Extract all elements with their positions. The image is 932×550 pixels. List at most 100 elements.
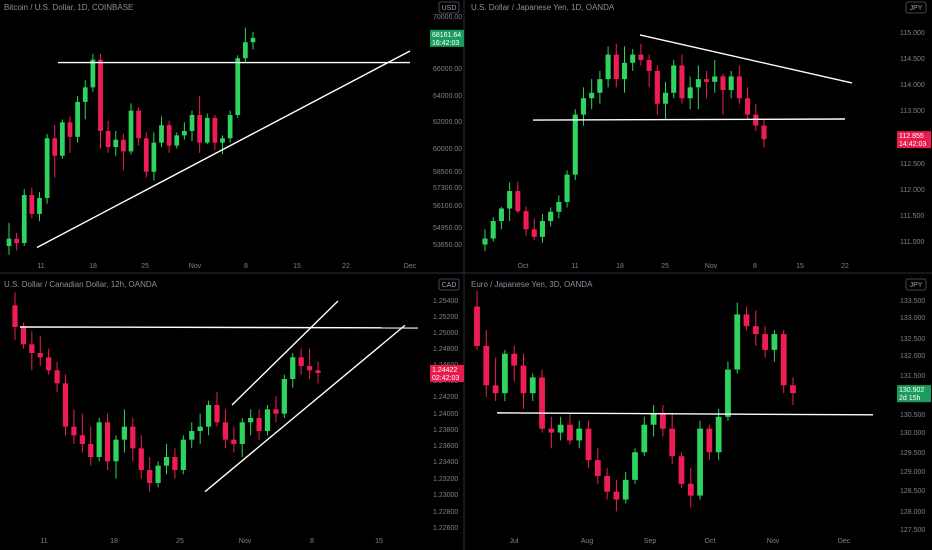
candle-up[interactable] — [564, 174, 570, 202]
candle-up[interactable] — [6, 238, 12, 246]
candle-down[interactable] — [136, 110, 141, 139]
candle-up[interactable] — [728, 76, 734, 91]
candle-down[interactable] — [105, 131, 111, 148]
candle-down[interactable] — [67, 122, 73, 137]
candle-up[interactable] — [687, 87, 693, 99]
candle-down[interactable] — [273, 409, 279, 414]
candle-down[interactable] — [669, 428, 676, 457]
candle-up[interactable] — [189, 431, 195, 440]
candle-up[interactable] — [507, 191, 513, 209]
candle-down[interactable] — [14, 238, 19, 244]
candle-up[interactable] — [572, 114, 578, 175]
trendline-support[interactable] — [532, 118, 846, 121]
candle-down[interactable] — [12, 305, 18, 327]
candle-down[interactable] — [138, 448, 144, 470]
candle-up[interactable] — [557, 424, 564, 433]
trendline-horizontal[interactable] — [496, 412, 874, 416]
candle-down[interactable] — [231, 439, 237, 444]
candle-down[interactable] — [104, 422, 111, 462]
candle-up[interactable] — [630, 54, 636, 63]
candle-down[interactable] — [515, 191, 521, 212]
candle-down[interactable] — [306, 366, 313, 371]
candle-down[interactable] — [753, 114, 759, 126]
candle-down[interactable] — [745, 98, 751, 115]
candle-up[interactable] — [227, 114, 233, 139]
candle-down[interactable] — [298, 357, 304, 366]
candle-down[interactable] — [762, 334, 768, 350]
candle-up[interactable] — [695, 79, 701, 88]
candle-up[interactable] — [662, 92, 669, 104]
candle-up[interactable] — [60, 122, 65, 156]
candle-up[interactable] — [290, 357, 296, 379]
candle-down[interactable] — [62, 383, 69, 427]
candle-down[interactable] — [736, 76, 742, 99]
candle-down[interactable] — [706, 428, 713, 453]
candle-up[interactable] — [712, 76, 718, 82]
candle-up[interactable] — [650, 412, 657, 425]
candle-down[interactable] — [704, 79, 710, 82]
candle-down[interactable] — [594, 460, 601, 476]
candle-up[interactable] — [220, 138, 225, 143]
candle-up[interactable] — [556, 201, 562, 212]
candle-up[interactable] — [771, 334, 778, 350]
candle-up[interactable] — [163, 457, 170, 466]
candle-down[interactable] — [567, 424, 573, 441]
candle-up[interactable] — [159, 125, 164, 143]
candle-up[interactable] — [155, 465, 161, 483]
candle-down[interactable] — [147, 470, 153, 483]
candle-up[interactable] — [264, 409, 271, 431]
candle-down[interactable] — [654, 70, 660, 104]
candle-up[interactable] — [248, 418, 254, 423]
candle-up[interactable] — [205, 405, 212, 427]
candle-down[interactable] — [98, 59, 103, 131]
candle-down[interactable] — [720, 76, 726, 91]
candle-down[interactable] — [315, 370, 321, 373]
candle-up[interactable] — [180, 439, 186, 470]
candle-up[interactable] — [621, 62, 628, 80]
candle-up[interactable] — [44, 138, 50, 198]
candle-down[interactable] — [143, 138, 149, 172]
candle-up[interactable] — [113, 139, 119, 148]
candle-up[interactable] — [121, 426, 128, 440]
candle-down[interactable] — [548, 428, 555, 433]
candle-down[interactable] — [613, 54, 619, 80]
candle-up[interactable] — [490, 221, 496, 239]
candle-up[interactable] — [90, 59, 96, 88]
candle-up[interactable] — [632, 452, 638, 480]
candle-down[interactable] — [613, 491, 620, 500]
candle-up[interactable] — [548, 211, 554, 222]
candle-down[interactable] — [46, 357, 52, 371]
candle-down[interactable] — [130, 426, 136, 449]
candle-down[interactable] — [646, 60, 652, 71]
candle-down[interactable] — [660, 412, 666, 429]
candle-down[interactable] — [197, 114, 202, 143]
candle-up[interactable] — [21, 195, 27, 244]
candle-down[interactable] — [780, 334, 787, 386]
currency-badge[interactable] — [905, 278, 927, 291]
candle-down[interactable] — [539, 377, 545, 429]
candle-down[interactable] — [511, 353, 518, 366]
candle-down[interactable] — [256, 418, 262, 431]
candle-down[interactable] — [212, 117, 218, 143]
candle-up[interactable] — [235, 58, 241, 115]
candle-up[interactable] — [529, 377, 536, 394]
candle-up[interactable] — [715, 416, 722, 453]
candle-up[interactable] — [113, 439, 119, 462]
candle-up[interactable] — [250, 37, 256, 43]
candle-down[interactable] — [520, 365, 527, 394]
candle-up[interactable] — [482, 238, 488, 245]
candle-up[interactable] — [502, 353, 508, 394]
candle-up[interactable] — [204, 117, 210, 143]
candle-down[interactable] — [29, 195, 35, 214]
candle-down[interactable] — [52, 138, 58, 156]
candle-down[interactable] — [88, 444, 94, 457]
candle-up[interactable] — [189, 114, 195, 131]
candle-down[interactable] — [54, 370, 60, 384]
candle-up[interactable] — [576, 428, 583, 441]
candle-down[interactable] — [79, 435, 85, 444]
candle-up[interactable] — [725, 369, 731, 417]
candle-up[interactable] — [243, 42, 248, 59]
candle-down[interactable] — [172, 457, 178, 470]
candle-up[interactable] — [539, 221, 545, 237]
candle-up[interactable] — [589, 92, 595, 99]
